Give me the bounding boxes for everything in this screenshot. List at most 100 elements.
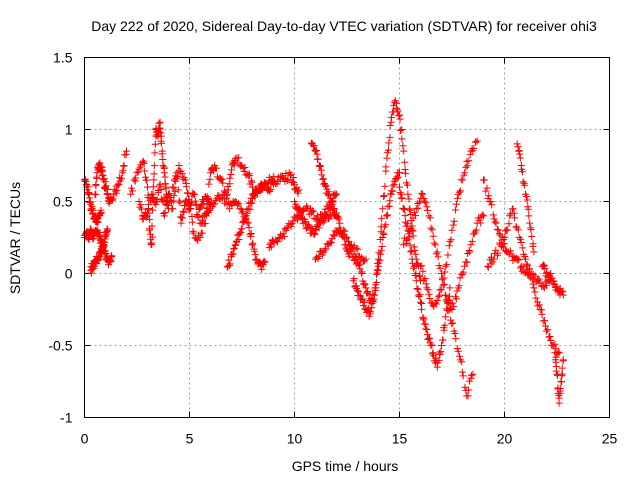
data-point-fill bbox=[542, 322, 550, 330]
data-point bbox=[152, 200, 160, 208]
data-point-fill bbox=[519, 263, 527, 271]
series-track-e bbox=[127, 118, 172, 249]
data-point-fill bbox=[148, 222, 156, 230]
x-tick-label: 10 bbox=[287, 431, 303, 447]
data-point-fill bbox=[155, 119, 163, 127]
x-tick-label: 20 bbox=[497, 431, 513, 447]
data-point-fill bbox=[546, 332, 554, 340]
series-track-b bbox=[81, 175, 105, 227]
data-point-fill bbox=[552, 345, 560, 353]
series-track-y bbox=[551, 349, 567, 407]
data-point-fill bbox=[317, 247, 325, 255]
data-point-fill bbox=[322, 245, 330, 253]
data-point-fill bbox=[130, 176, 138, 184]
data-point-fill bbox=[150, 194, 158, 202]
data-point-fill bbox=[151, 140, 159, 148]
data-point-fill bbox=[113, 186, 121, 194]
data-point-fill bbox=[470, 145, 478, 153]
data-point-fill bbox=[319, 216, 327, 224]
data-point bbox=[181, 176, 189, 184]
data-point bbox=[559, 291, 567, 299]
series-track-f bbox=[135, 169, 214, 227]
data-point-fill bbox=[148, 195, 156, 203]
data-point bbox=[383, 212, 391, 220]
data-point-fill bbox=[456, 352, 464, 360]
data-point bbox=[144, 209, 151, 217]
data-point bbox=[144, 183, 151, 191]
y-tick-label: 1 bbox=[65, 122, 73, 138]
data-point-fill bbox=[161, 209, 169, 217]
data-point-fill bbox=[524, 205, 532, 213]
data-point-fill bbox=[359, 302, 367, 310]
data-point-fill bbox=[308, 207, 316, 215]
data-point-fill bbox=[317, 166, 325, 174]
data-point-fill bbox=[424, 206, 432, 214]
data-point-fill bbox=[467, 374, 475, 382]
y-tick-label: 0 bbox=[65, 266, 73, 282]
data-point-fill bbox=[421, 275, 429, 283]
data-point-fill bbox=[446, 238, 454, 246]
data-point-fill bbox=[550, 277, 558, 285]
data-point bbox=[526, 219, 534, 227]
data-point-fill bbox=[92, 182, 100, 190]
data-point-fill bbox=[348, 245, 356, 253]
data-point-fill bbox=[376, 250, 384, 258]
data-point-fill bbox=[501, 227, 509, 235]
data-point-fill bbox=[239, 207, 247, 215]
data-point-fill bbox=[450, 303, 458, 311]
data-point-fill bbox=[270, 172, 278, 180]
data-point-fill bbox=[369, 290, 377, 298]
data-point-fill bbox=[532, 294, 540, 302]
data-point-fill bbox=[317, 162, 325, 170]
data-point-fill bbox=[409, 232, 417, 240]
data-point-fill bbox=[436, 350, 444, 358]
data-point-fill bbox=[177, 213, 185, 221]
data-point-fill bbox=[308, 140, 316, 148]
data-point-fill bbox=[383, 211, 391, 219]
data-point-fill bbox=[408, 222, 416, 230]
data-point-fill bbox=[157, 129, 165, 137]
data-point-fill bbox=[540, 282, 548, 290]
data-point bbox=[396, 169, 403, 177]
data-point-fill bbox=[506, 212, 514, 220]
data-point-fill bbox=[468, 371, 476, 379]
data-point-fill bbox=[193, 211, 201, 219]
data-point bbox=[354, 287, 361, 295]
data-point-fill bbox=[463, 162, 471, 170]
data-point-fill bbox=[406, 241, 414, 249]
data-point-fill bbox=[508, 252, 516, 260]
data-point-fill bbox=[465, 157, 473, 165]
data-point-fill bbox=[224, 186, 232, 194]
data-point-fill bbox=[279, 173, 287, 181]
data-point-fill bbox=[219, 179, 227, 187]
data-point-fill bbox=[557, 378, 565, 386]
data-point-fill bbox=[418, 262, 426, 270]
data-point-fill bbox=[452, 206, 460, 214]
data-point bbox=[160, 169, 168, 177]
data-point-fill bbox=[452, 335, 460, 343]
data-point bbox=[261, 258, 269, 266]
series-track-d bbox=[91, 147, 130, 207]
data-point bbox=[343, 234, 351, 241]
data-point-fill bbox=[463, 258, 471, 266]
data-point-fill bbox=[355, 261, 363, 269]
data-point-fill bbox=[274, 238, 282, 246]
data-point-fill bbox=[482, 187, 490, 195]
data-point-fill bbox=[528, 233, 536, 241]
data-point-fill bbox=[466, 151, 474, 159]
data-point-fill bbox=[245, 224, 253, 232]
data-point-fill bbox=[542, 281, 550, 289]
data-point-fill bbox=[171, 187, 179, 195]
data-point-fill bbox=[192, 201, 200, 209]
data-point-fill bbox=[310, 231, 318, 239]
data-point bbox=[456, 356, 464, 364]
data-point-fill bbox=[329, 198, 337, 206]
data-point-fill bbox=[170, 184, 178, 192]
data-point bbox=[249, 183, 256, 191]
data-point-fill bbox=[385, 146, 393, 154]
data-point-fill bbox=[175, 197, 183, 205]
data-point-fill bbox=[386, 133, 394, 141]
data-point-fill bbox=[311, 230, 319, 238]
data-point-fill bbox=[203, 196, 211, 204]
data-point-fill bbox=[408, 247, 416, 255]
